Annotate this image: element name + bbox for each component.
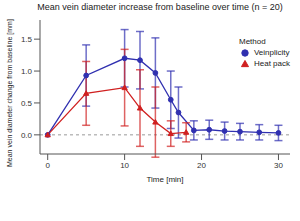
svg-text:0.5: 0.5 (21, 99, 33, 108)
svg-text:1.5: 1.5 (21, 35, 33, 44)
svg-text:1.0: 1.0 (21, 67, 33, 76)
svg-text:0: 0 (45, 161, 50, 170)
svg-text:0.0: 0.0 (21, 131, 33, 140)
html-text:Mean vein diameter increase fr: Mean vein diameter increase from baselin… (37, 2, 283, 12)
html-text:Heat pack: Heat pack (254, 59, 290, 68)
svg-text:30: 30 (274, 161, 283, 170)
svg-text:20: 20 (197, 161, 206, 170)
html-text:Method: Method (239, 37, 266, 46)
svg-text:10: 10 (120, 161, 129, 170)
svg-text:Mean vein diameter change from: Mean vein diameter change from baseline … (8, 19, 14, 167)
svg-text:Time [min]: Time [min] (146, 175, 183, 184)
html-text:Veinplicity: Veinplicity (254, 48, 290, 57)
